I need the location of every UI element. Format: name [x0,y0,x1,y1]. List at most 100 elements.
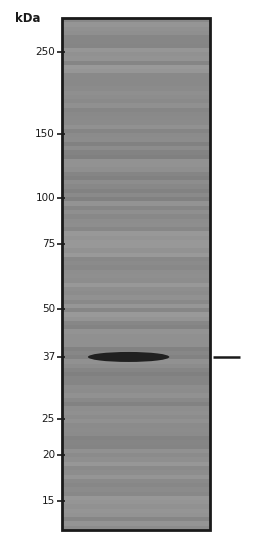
Bar [62,137,210,142]
Bar [62,244,210,249]
Bar [62,304,210,309]
Bar [62,125,210,130]
Text: 25: 25 [42,414,55,424]
Bar [62,201,210,206]
Bar [62,116,210,121]
Bar [62,312,210,317]
Bar [62,428,210,433]
Ellipse shape [88,352,169,362]
Bar [62,526,210,530]
Bar [62,48,210,53]
Bar [62,351,210,356]
Bar [62,146,210,151]
Bar [62,509,210,513]
Text: 50: 50 [42,304,55,314]
Bar [62,52,210,57]
Bar [62,278,210,283]
Bar [62,402,210,407]
Text: 75: 75 [42,239,55,249]
Bar [62,419,210,424]
Bar [62,257,210,262]
Bar [62,180,210,185]
Bar [62,432,210,436]
Bar [62,321,210,326]
Text: 15: 15 [42,496,55,506]
Bar [62,112,210,117]
Bar [62,210,210,215]
Bar [62,99,210,104]
Bar [62,479,210,484]
Bar [62,227,210,232]
Bar [62,91,210,95]
Bar [62,133,210,138]
Bar [62,18,210,530]
Bar [62,65,210,70]
Bar [62,474,210,479]
Bar [62,376,210,381]
Bar [62,423,210,428]
Bar [62,236,210,240]
Bar [62,86,210,91]
Bar [62,163,210,168]
Bar [62,82,210,87]
Bar [62,231,210,236]
Bar [62,240,210,245]
Bar [62,458,210,462]
Bar [62,461,210,466]
Bar [62,73,210,78]
Bar [62,368,210,373]
Bar [62,22,210,27]
Bar [62,27,210,31]
Bar [62,155,210,160]
Bar [62,223,210,227]
Bar [62,466,210,471]
Bar [62,522,210,526]
Bar [62,172,210,176]
Bar [62,43,210,48]
Bar [62,483,210,488]
Bar [62,61,210,66]
Bar [62,504,210,509]
Bar [62,185,210,189]
Bar [62,394,210,398]
Bar [62,18,210,23]
Bar [62,31,210,36]
Bar [62,265,210,270]
Bar [62,56,210,61]
Bar [62,470,210,475]
Bar [62,389,210,394]
Bar [62,129,210,133]
Text: 37: 37 [42,352,55,362]
Bar [62,338,210,342]
Bar [62,103,210,108]
Bar [62,334,210,339]
Bar [62,159,210,163]
Bar [62,35,210,40]
Bar [62,449,210,454]
Bar [62,308,210,313]
Bar [62,440,210,445]
Bar [62,410,210,415]
Bar [62,500,210,505]
Bar [62,487,210,492]
Bar [62,291,210,296]
Bar [62,381,210,385]
Bar [62,282,210,287]
Bar [62,206,210,211]
Bar [62,355,210,360]
Text: 100: 100 [35,193,55,203]
Bar [62,69,210,74]
Bar [62,364,210,369]
Bar [62,287,210,291]
Bar [62,415,210,420]
Text: 250: 250 [35,47,55,57]
Bar [62,142,210,146]
Text: kDa: kDa [15,12,41,25]
Bar [62,193,210,198]
Bar [62,445,210,449]
Bar [62,167,210,172]
Bar [62,325,210,330]
Bar [62,121,210,125]
Bar [62,214,210,219]
Bar [62,270,210,275]
